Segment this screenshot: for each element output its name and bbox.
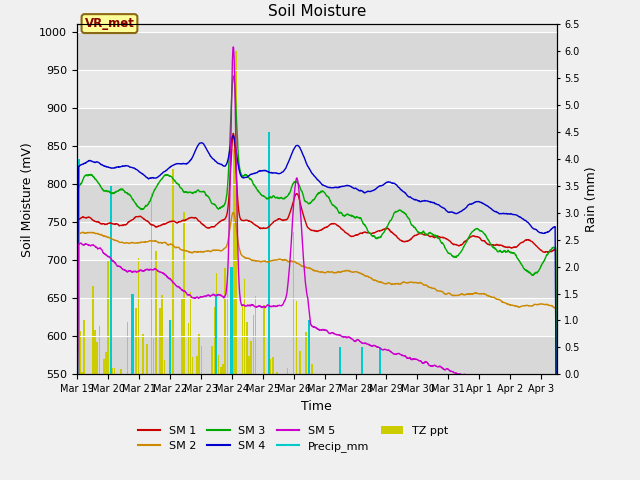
Bar (105, 352, 107, 374)
Title: Soil Moisture: Soil Moisture (268, 4, 366, 19)
Bar (159, 308, 161, 374)
Bar (189, 292, 191, 374)
Bar (92, 286, 93, 374)
Bar (77, 184, 557, 222)
Bar (81, 372, 83, 374)
Bar (188, 323, 189, 374)
Bar (77, 260, 557, 298)
X-axis label: Time: Time (301, 400, 332, 413)
Bar (127, 323, 129, 374)
Bar (214, 307, 215, 374)
Text: VR_met: VR_met (84, 17, 134, 30)
Bar (103, 359, 104, 374)
Bar (215, 294, 218, 374)
Bar (77, 298, 557, 336)
Bar (264, 305, 265, 374)
Bar (196, 356, 198, 374)
Bar (131, 294, 134, 374)
Bar (136, 308, 137, 374)
Bar (222, 363, 224, 374)
Bar (168, 321, 171, 374)
Bar (255, 296, 256, 374)
Bar (244, 278, 245, 374)
Bar (131, 324, 132, 374)
Bar (142, 334, 143, 374)
Bar (99, 326, 100, 374)
Bar (230, 266, 233, 374)
Bar (242, 304, 243, 374)
Bar (287, 368, 288, 374)
Bar (268, 132, 270, 374)
Bar (79, 331, 81, 374)
Bar (312, 363, 313, 374)
Bar (218, 355, 220, 374)
Bar (161, 295, 163, 374)
Y-axis label: Rain (mm): Rain (mm) (586, 167, 598, 232)
Bar (276, 372, 278, 374)
Bar (181, 298, 182, 374)
Bar (108, 261, 109, 374)
Bar (308, 321, 310, 374)
Bar (250, 341, 252, 374)
Bar (248, 356, 250, 374)
Bar (120, 369, 122, 374)
Bar (272, 357, 274, 374)
Bar (114, 368, 115, 374)
Bar (83, 321, 85, 374)
Bar (77, 32, 557, 70)
Bar (183, 212, 185, 374)
Bar (150, 193, 152, 374)
Bar (94, 330, 96, 374)
Legend: SM 1, SM 2, SM 3, SM 4, SM 5, Precip_mm, TZ ppt: SM 1, SM 2, SM 3, SM 4, SM 5, Precip_mm,… (133, 421, 452, 456)
Bar (198, 334, 200, 374)
Bar (77, 70, 557, 108)
Bar (339, 348, 341, 374)
Bar (77, 336, 557, 374)
Bar (360, 348, 363, 374)
Bar (97, 342, 98, 374)
Bar (299, 351, 301, 374)
Bar (109, 186, 112, 374)
Bar (211, 346, 213, 374)
Bar (227, 282, 228, 374)
Bar (77, 222, 557, 260)
Bar (270, 360, 271, 374)
Bar (77, 108, 557, 146)
Bar (236, 51, 237, 374)
Bar (138, 258, 140, 374)
Bar (77, 24, 557, 32)
Bar (305, 332, 307, 374)
Bar (216, 273, 217, 374)
Bar (253, 315, 254, 374)
Y-axis label: Soil Moisture (mV): Soil Moisture (mV) (20, 142, 33, 257)
Bar (200, 346, 202, 374)
Bar (111, 368, 113, 374)
Bar (246, 322, 248, 374)
Bar (155, 251, 157, 374)
Bar (268, 255, 269, 374)
Bar (147, 344, 148, 374)
Bar (153, 338, 154, 374)
Bar (296, 300, 298, 374)
Bar (225, 268, 226, 374)
Bar (220, 367, 221, 374)
Bar (292, 232, 294, 374)
Bar (192, 357, 193, 374)
Bar (164, 360, 165, 374)
Bar (77, 146, 557, 184)
Bar (172, 169, 174, 374)
Bar (77, 159, 79, 374)
Bar (379, 348, 381, 374)
Bar (233, 149, 235, 374)
Bar (308, 321, 310, 374)
